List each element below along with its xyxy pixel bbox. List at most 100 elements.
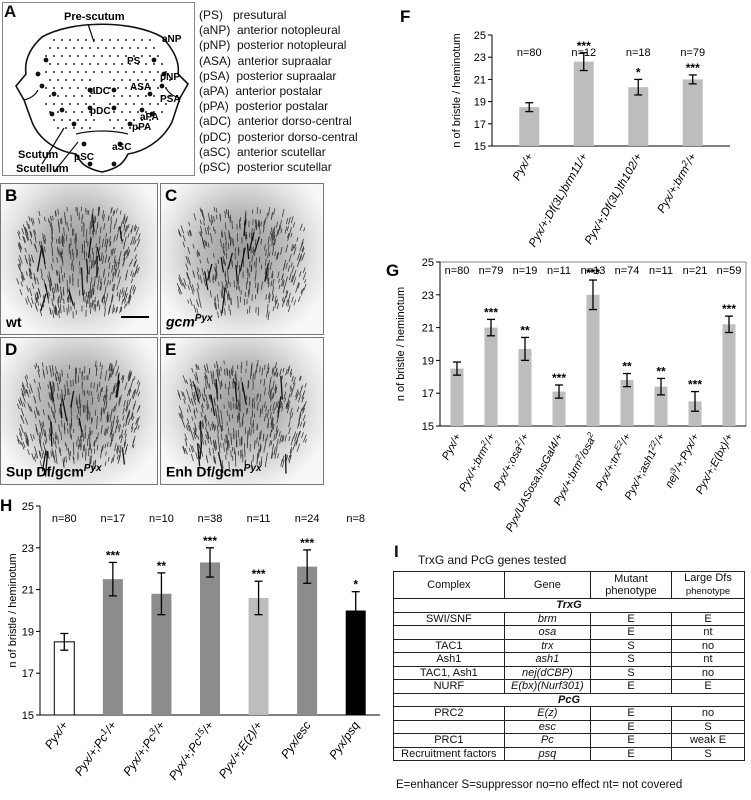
microchaeta [276,298,278,304]
microchaeta [94,440,96,447]
microchaeta [205,383,208,390]
microchaeta [190,397,194,406]
microchaeta [98,304,101,311]
microchaeta [212,440,215,449]
microchaeta [39,460,42,467]
cell-mutant: E [590,746,672,761]
y-tick-label: 23 [22,543,34,555]
microchaeta [88,440,91,450]
microchaeta [58,238,60,245]
microchaeta [288,454,292,464]
microchaeta [210,233,212,240]
microchaeta [274,251,277,257]
microchaeta [204,415,207,423]
microchaeta [254,239,257,246]
microchaeta [125,415,129,422]
microchaeta [42,233,44,238]
microchaeta [204,414,207,422]
cell-mutant: E [590,719,672,734]
microchaeta [64,387,67,397]
microchaeta [197,365,200,371]
cell-dfs: no [671,665,745,680]
microchaeta [37,410,40,416]
microchaeta [298,375,302,381]
bar [654,386,668,426]
microchaeta [61,369,63,377]
microchaeta [122,257,126,267]
microchaeta [278,431,281,437]
microchaeta [193,432,196,440]
microchaeta [97,283,99,290]
microchaeta [265,412,267,418]
microchaeta [190,444,194,453]
microchaeta [218,446,221,454]
microchaeta [35,406,38,413]
microchaeta [270,280,273,287]
microchaeta [94,276,96,283]
microchaeta [274,452,277,459]
microchaeta [117,269,121,278]
microchaeta [276,229,279,238]
microchaeta [125,224,128,232]
microchaeta [186,408,189,413]
microchaeta [180,225,185,234]
significance-mark: ** [656,364,666,378]
microchaeta [116,232,119,241]
legend-entry: (PS) presutural [199,8,287,22]
microchaeta [35,362,38,368]
bristle-pattern [16,206,141,319]
microchaeta [104,428,106,436]
microchaeta [54,373,57,382]
microchaeta [302,272,307,280]
microchaeta [257,402,259,411]
microchaeta [24,417,28,425]
microchaeta [111,432,115,442]
microchaeta [109,372,112,378]
macrochaeta [199,420,202,447]
microchaeta [217,259,219,264]
microchaeta [25,437,28,443]
microchaeta [258,431,261,441]
microchaeta [303,421,306,426]
n-label: n=13 [581,265,606,277]
microchaeta [257,286,259,294]
microchaeta [60,431,62,440]
microchaeta [102,210,105,219]
microchaeta [205,426,207,432]
microchaeta [268,294,271,304]
microchaeta [196,271,200,280]
microchaeta [19,424,24,433]
microchaeta [118,295,121,302]
microchaeta [121,375,124,381]
microchaeta [44,429,47,436]
macrochaeta [210,394,216,416]
microchaeta [193,391,196,397]
microchaeta [110,439,113,446]
category-label: Pyx/+;Pc15/+ [165,718,216,782]
microchaeta [36,292,40,299]
microchaeta [103,223,106,231]
microchaeta [20,408,25,417]
microchaeta [21,441,25,450]
significance-mark: *** [300,536,314,550]
microchaeta [54,440,57,449]
microchaeta [226,369,229,376]
microchaeta [270,397,272,403]
microchaeta [21,271,26,281]
microchaeta [58,446,61,453]
microchaeta [215,441,217,448]
microchaeta [271,246,275,256]
microchaeta [269,376,272,383]
y-tick-label: 17 [474,119,486,131]
microchaeta [18,258,22,266]
category-label: Pyx/+;Df(3L)th102/+ [583,151,645,246]
microchaeta [29,230,33,239]
microchaeta [96,383,99,393]
microchaeta [130,224,134,233]
cell-gene: E(bx)(Nurf301) [503,679,592,694]
microchaeta [123,442,127,448]
microchaeta [89,221,91,230]
microchaeta [114,218,118,226]
microchaeta [33,276,37,285]
microchaeta [256,423,258,431]
